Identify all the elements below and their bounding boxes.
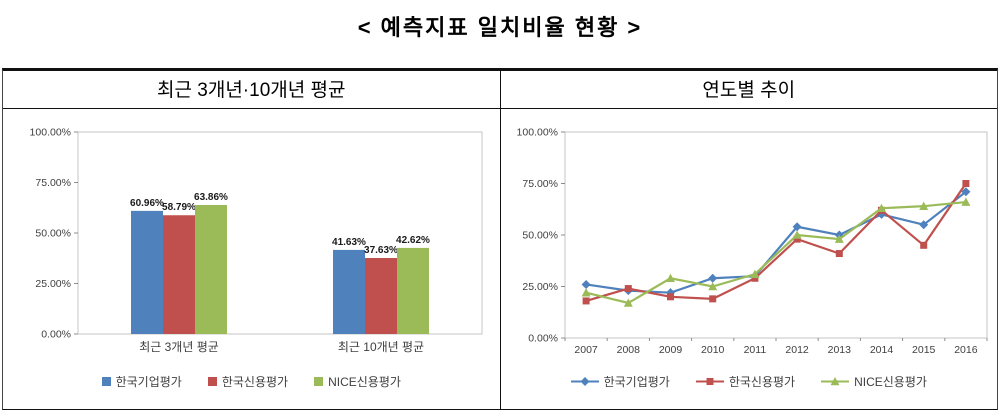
right-panel-header: 연도별 추이	[702, 80, 796, 101]
line-chart-panel: 0.00% 25.00% 50.00% 75.00% 100.00% 2007 2008 20…	[501, 109, 998, 409]
legend-line-marker-icon	[695, 378, 724, 385]
legend-item-triangle: NICE신용평가	[821, 373, 927, 390]
svg-text:2015: 2015	[912, 344, 936, 356]
svg-text:100.00%: 100.00%	[516, 127, 557, 139]
svg-text:0.00%: 0.00%	[528, 333, 558, 345]
chart-table: 최근 3개년·10개년 평균 연도별 추이 0.00% 25.00% 50.00% 7…	[2, 68, 998, 410]
bar-chart: 0.00% 25.00% 50.00% 75.00% 100.00% 60.96%58.7…	[30, 127, 483, 354]
svg-text:58.79%: 58.79%	[162, 202, 196, 213]
legend-line-marker-icon	[821, 377, 850, 386]
legend-item-swatch: NICE신용평가	[314, 373, 401, 390]
svg-text:63.86%: 63.86%	[194, 192, 228, 203]
svg-text:42.62%: 42.62%	[396, 235, 430, 246]
svg-text:2008: 2008	[616, 344, 640, 356]
svg-text:2014: 2014	[870, 344, 894, 356]
legend-line-marker-icon	[570, 377, 599, 386]
legend-label: 한국기업평가	[115, 375, 182, 389]
svg-text:2016: 2016	[954, 344, 978, 356]
page-title: < 예측지표 일치비율 현황 >	[357, 15, 643, 40]
table-header-row: 최근 3개년·10개년 평균 연도별 추이	[3, 71, 997, 109]
svg-text:2007: 2007	[574, 344, 598, 356]
report-figure: < 예측지표 일치비율 현황 > 최근 3개년·10개년 평균 연도별 추이 0…	[0, 10, 1000, 410]
bar-chart-legend: 한국기업평가 한국신용평가 NICE신용평가	[101, 373, 401, 390]
legend-color-swatch-icon	[101, 377, 111, 386]
svg-text:37.63%: 37.63%	[364, 245, 398, 256]
svg-text:최근 3개년 평균: 최근 3개년 평균	[139, 340, 219, 354]
svg-text:2009: 2009	[659, 344, 683, 356]
legend-item-swatch: 한국신용평가	[207, 373, 289, 390]
svg-text:25.00%: 25.00%	[522, 281, 558, 293]
legend-item-diamond: 한국기업평가	[570, 373, 670, 390]
legend-item-swatch: 한국기업평가	[101, 373, 182, 390]
legend-label: NICE신용평가	[854, 375, 927, 389]
svg-text:50.00%: 50.00%	[522, 230, 558, 242]
svg-text:0.00%: 0.00%	[41, 329, 71, 341]
legend-color-swatch-icon	[207, 377, 217, 386]
bar-chart-panel: 0.00% 25.00% 50.00% 75.00% 100.00% 60.96% 58.7…	[3, 109, 501, 409]
legend-label: NICE신용평가	[328, 375, 401, 389]
left-panel-header: 최근 3개년·10개년 평균	[3, 71, 501, 108]
legend-color-swatch-icon	[314, 377, 324, 386]
svg-text:최근 10개년 평균: 최근 10개년 평균	[338, 340, 424, 354]
line-chart-legend: 한국기업평가 한국신용평가 NICE신용평가	[570, 373, 927, 390]
svg-text:2010: 2010	[701, 344, 725, 356]
svg-text:60.96%: 60.96%	[130, 198, 164, 209]
svg-text:2011: 2011	[743, 344, 766, 356]
legend-label: 한국기업평가	[603, 375, 670, 389]
svg-text:41.63%: 41.63%	[332, 237, 366, 248]
table-body-row: 0.00% 25.00% 50.00% 75.00% 100.00% 60.96% 58.7…	[3, 109, 997, 409]
legend-item-square: 한국신용평가	[695, 373, 796, 390]
svg-text:75.00%: 75.00%	[36, 177, 72, 189]
svg-text:2013: 2013	[827, 344, 851, 356]
svg-text:50.00%: 50.00%	[36, 228, 72, 240]
svg-text:2012: 2012	[785, 344, 809, 356]
svg-text:25.00%: 25.00%	[36, 278, 72, 290]
legend-label: 한국신용평가	[728, 375, 796, 389]
line-chart: 0.00% 25.00% 50.00% 75.00% 100.00% 2007 2008 20…	[516, 127, 988, 356]
legend-label: 한국신용평가	[221, 375, 289, 389]
svg-text:75.00%: 75.00%	[522, 178, 558, 190]
svg-text:100.00%: 100.00%	[30, 127, 71, 139]
